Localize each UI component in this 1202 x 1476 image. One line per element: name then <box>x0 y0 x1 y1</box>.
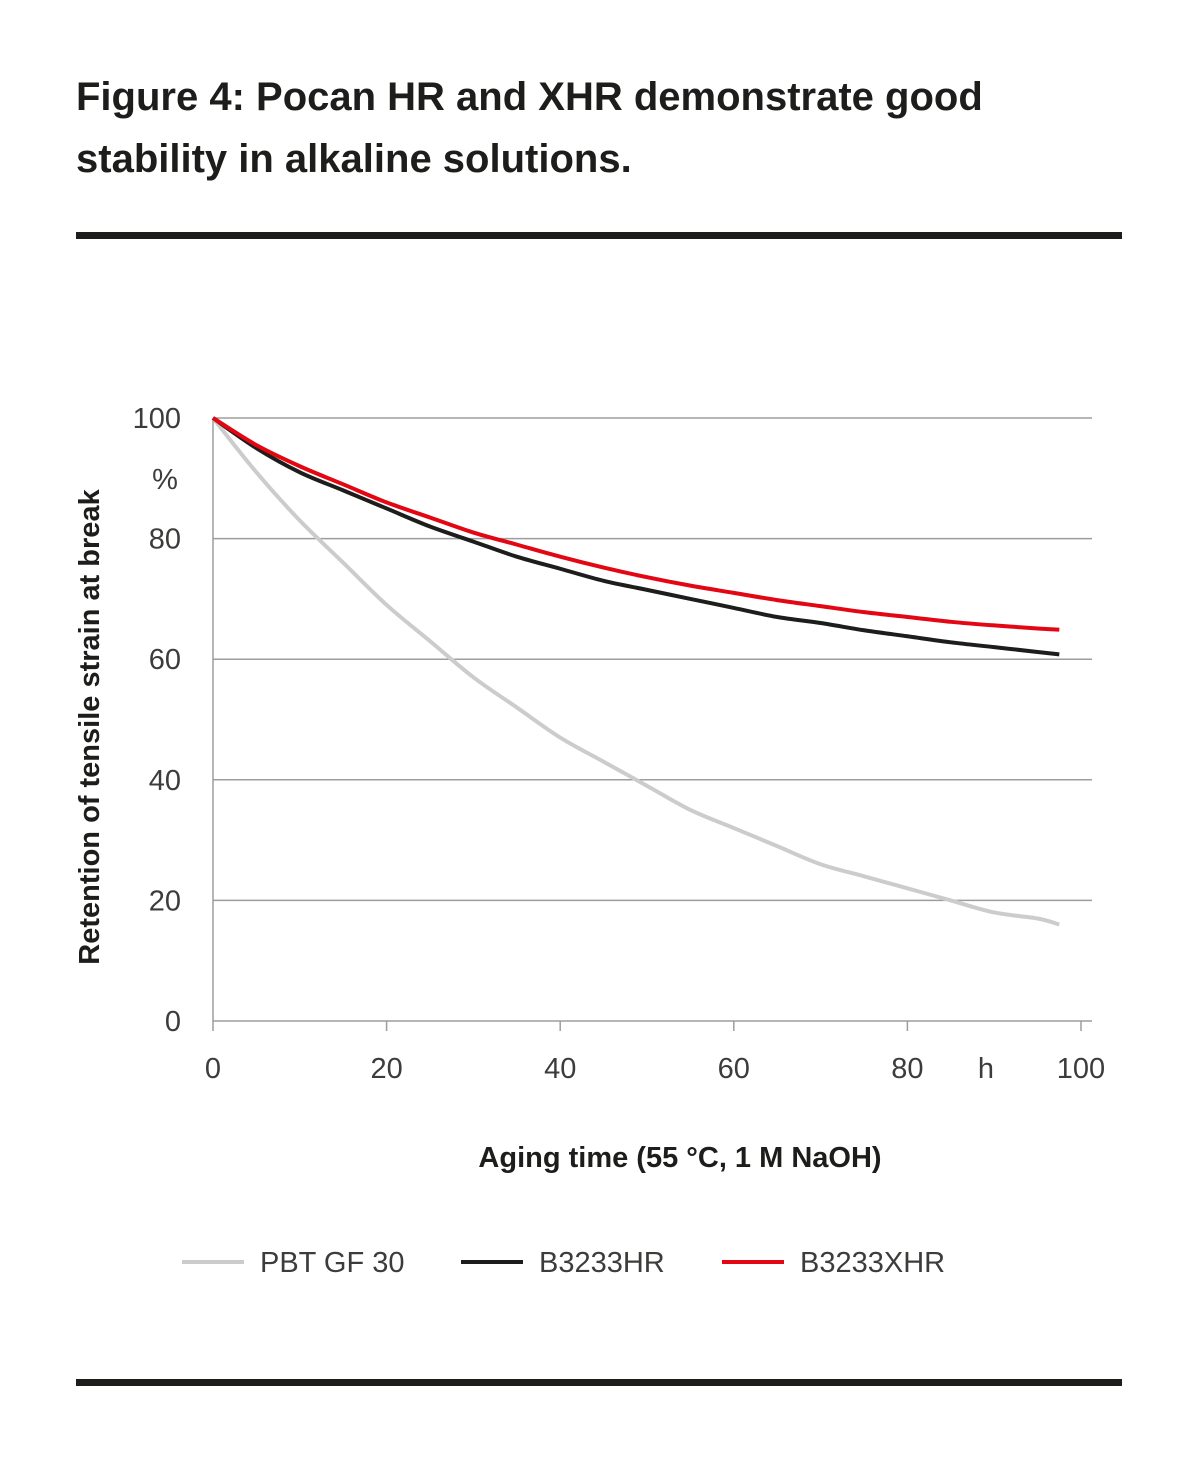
legend: PBT GF 30 B3233HR B3233XHR <box>182 1247 945 1279</box>
x-tick-label-100: 100 <box>1057 1053 1105 1085</box>
series-line-pbt-gf-30 <box>211 416 1060 927</box>
y-tick-label-40: 40 <box>149 765 181 797</box>
x-tick-label-60: 60 <box>718 1053 750 1085</box>
figure-title: Figure 4: Pocan HR and XHR demonstrate g… <box>76 75 983 181</box>
y-tick-label-20: 20 <box>149 885 181 917</box>
y-tick-label-100: 100 <box>133 403 181 435</box>
legend-item-b3233hr: B3233HR <box>461 1247 665 1279</box>
axes <box>212 418 1092 1022</box>
y-unit-label: % <box>152 464 178 496</box>
series-line-b3233xhr <box>211 416 1060 632</box>
legend-item-pbt-gf-30: PBT GF 30 <box>182 1247 405 1279</box>
y-axis-title: Retention of tensile strain at break <box>74 488 106 964</box>
legend-label-b3233hr: B3233HR <box>539 1247 665 1279</box>
series-line-b3233hr <box>211 416 1060 657</box>
x-tick-label-20: 20 <box>370 1053 402 1085</box>
legend-label-b3233xhr: B3233XHR <box>800 1247 945 1279</box>
legend-item-b3233xhr: B3233XHR <box>722 1247 945 1279</box>
legend-label-pbt-gf-30: PBT GF 30 <box>260 1247 405 1279</box>
x-axis-title: Aging time (55 °C, 1 M NaOH) <box>478 1142 881 1174</box>
x-unit-label: h <box>978 1053 994 1085</box>
x-tick-label-80: 80 <box>891 1053 923 1085</box>
y-tick-labels: 0 20 40 60 80 100 <box>133 403 181 1038</box>
y-tick-label-80: 80 <box>149 524 181 556</box>
x-tick-label-0: 0 <box>205 1053 221 1085</box>
x-tick-label-40: 40 <box>544 1053 576 1085</box>
series-lines <box>211 416 1060 927</box>
bottom-divider <box>76 1379 1122 1386</box>
gridlines <box>213 417 1092 902</box>
y-tick-label-0: 0 <box>165 1006 181 1038</box>
y-tick-label-60: 60 <box>149 644 181 676</box>
top-divider <box>76 232 1122 239</box>
x-tick-labels: 0 20 40 60 80 100 <box>205 1021 1105 1085</box>
